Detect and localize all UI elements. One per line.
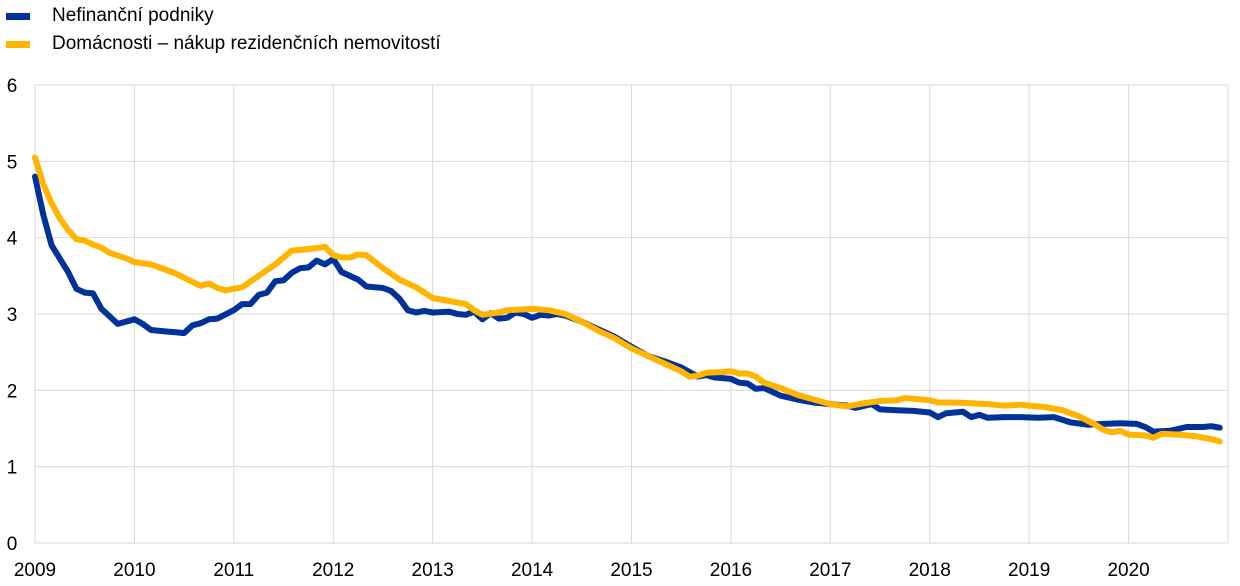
legend-swatch-nfc	[6, 12, 30, 20]
legend-label-nfc: Nefinanční podniky	[52, 5, 214, 26]
y-tick-label: 4	[7, 229, 18, 250]
y-tick-label: 1	[7, 458, 18, 479]
y-tick-label: 2	[7, 381, 18, 402]
x-tick-label: 2014	[511, 560, 554, 581]
x-tick-label: 2015	[610, 560, 652, 581]
y-tick-label: 3	[7, 305, 18, 326]
y-tick-label: 5	[7, 152, 18, 173]
legend-item-nfc: Nefinanční podniky	[6, 2, 441, 30]
legend-item-households: Domácnosti – nákup rezidenčních nemovito…	[6, 30, 441, 58]
x-tick-label: 2011	[213, 560, 254, 581]
y-tick-label: 6	[7, 76, 18, 97]
x-tick-label: 2016	[710, 560, 752, 581]
y-tick-label: 0	[7, 534, 18, 555]
legend-label-households: Domácnosti – nákup rezidenčních nemovito…	[52, 33, 441, 54]
legend-swatch-households	[6, 40, 30, 48]
legend: Nefinanční podniky Domácnosti – nákup re…	[6, 2, 441, 58]
x-tick-label: 2019	[1008, 560, 1050, 581]
x-tick-label: 2010	[113, 560, 155, 581]
x-tick-label: 2012	[312, 560, 354, 581]
x-tick-label: 2017	[809, 560, 851, 581]
x-tick-label: 2020	[1107, 560, 1149, 581]
series-line-households	[32, 154, 1223, 445]
series-line-nfc	[32, 173, 1223, 435]
x-tick-label: 2009	[14, 560, 56, 581]
x-tick-label: 2013	[412, 560, 454, 581]
x-tick-label: 2018	[909, 560, 951, 581]
